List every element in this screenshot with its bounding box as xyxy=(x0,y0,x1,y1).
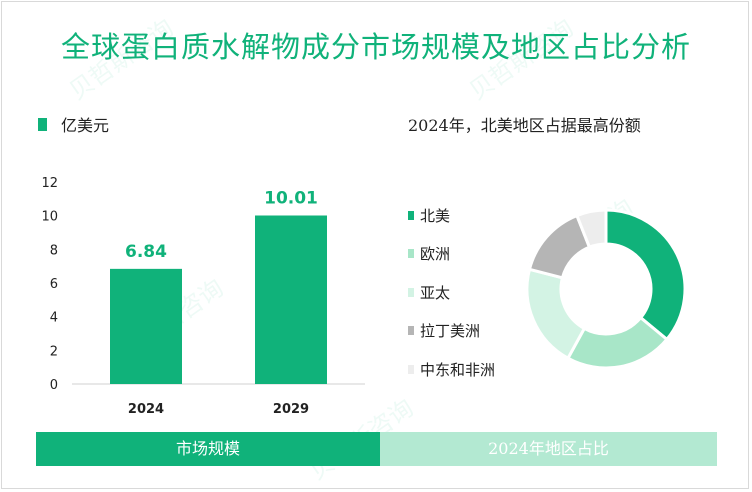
legend-swatch xyxy=(408,210,414,220)
y-tick-label: 4 xyxy=(50,311,58,326)
legend-swatch xyxy=(408,249,414,259)
unit-swatch xyxy=(38,117,47,131)
donut-legend: 北美欧洲亚太拉丁美洲中东和非洲 xyxy=(408,196,495,389)
legend-swatch xyxy=(408,326,414,336)
data-label: 6.84 xyxy=(125,242,167,262)
unit-label: 亿美元 xyxy=(61,116,110,135)
legend-item: 欧洲 xyxy=(408,235,495,274)
bar-2029 xyxy=(255,215,327,384)
y-tick-label: 2 xyxy=(50,344,58,359)
x-tick-label: 2029 xyxy=(273,402,309,417)
y-tick-label: 12 xyxy=(41,176,58,191)
donut-slice-1 xyxy=(565,315,669,370)
tab-market-size[interactable]: 市场规模 xyxy=(36,432,380,466)
y-tick-label: 0 xyxy=(50,378,58,393)
legend-swatch xyxy=(408,364,414,374)
legend-swatch xyxy=(408,287,414,297)
chart-title: 全球蛋白质水解物成分市场规模及地区占比分析 xyxy=(60,30,691,64)
legend-item: 亚太 xyxy=(408,273,495,312)
legend-item: 拉丁美洲 xyxy=(408,312,495,351)
legend-label: 亚太 xyxy=(420,283,451,302)
legend-label: 拉丁美洲 xyxy=(420,322,481,341)
donut-title: 2024年，北美地区占据最高份额 xyxy=(408,116,641,135)
y-tick-label: 6 xyxy=(50,277,58,292)
x-tick-label: 2024 xyxy=(128,402,164,417)
tab-region-share[interactable]: 2024年地区占比 xyxy=(380,432,717,466)
y-tick-label: 8 xyxy=(50,243,58,258)
donut-slice-2 xyxy=(525,267,587,361)
data-label: 10.01 xyxy=(264,188,318,208)
donut-slice-0 xyxy=(604,208,687,342)
legend-label: 北美 xyxy=(420,206,451,225)
legend-label: 欧洲 xyxy=(420,245,451,264)
y-tick-label: 10 xyxy=(41,210,58,225)
donut-slice-4 xyxy=(574,208,608,250)
legend-item: 中东和非洲 xyxy=(408,350,495,389)
unit-legend: 亿美元 xyxy=(38,112,109,136)
legend-label: 中东和非洲 xyxy=(420,360,496,379)
legend-item: 北美 xyxy=(408,196,495,235)
bar-2024 xyxy=(110,268,182,384)
